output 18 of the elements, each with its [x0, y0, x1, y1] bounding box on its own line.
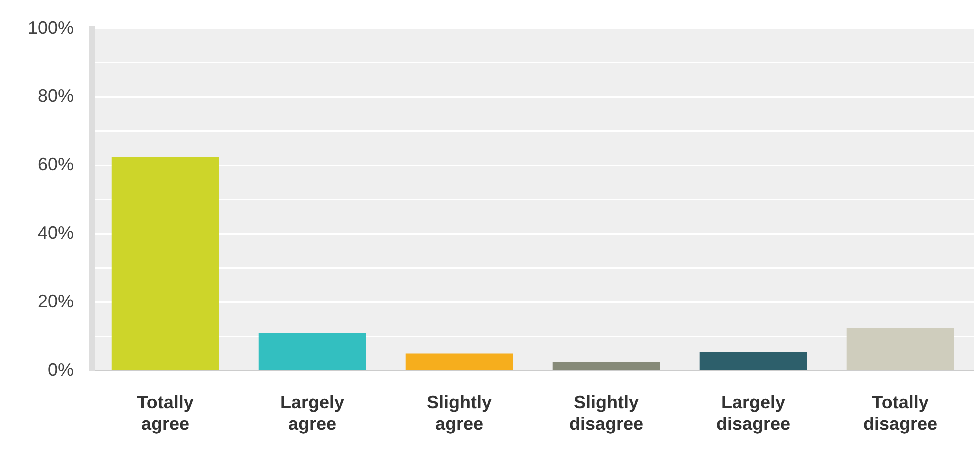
y-tick-label: 0%	[48, 360, 74, 380]
x-tick-label: Totally disagree	[863, 392, 938, 434]
y-tick-label: 100%	[28, 18, 74, 38]
bar	[846, 328, 954, 370]
bar	[406, 354, 514, 370]
y-tick-label: 20%	[38, 291, 74, 312]
x-tick-label: Slightly agree	[427, 392, 492, 434]
bar	[258, 333, 366, 370]
y-tick-label: 40%	[38, 222, 74, 243]
x-tick-label: Largely disagree	[716, 392, 791, 434]
bar	[700, 352, 808, 370]
bar	[552, 362, 660, 370]
bar	[112, 157, 220, 370]
x-tick-label: Largely agree	[280, 392, 345, 434]
x-tick-label: Totally agree	[137, 392, 194, 434]
y-tick-label: 80%	[38, 86, 74, 106]
y-tick-label: 60%	[38, 154, 74, 175]
x-tick-label: Slightly disagree	[569, 392, 644, 434]
